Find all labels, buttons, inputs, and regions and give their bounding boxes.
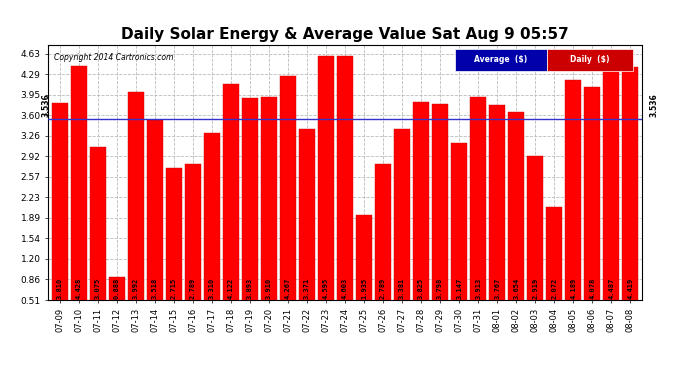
Text: 2.715: 2.715: [171, 278, 177, 299]
Bar: [394, 129, 410, 300]
Bar: [604, 63, 619, 300]
Text: 3.536: 3.536: [649, 93, 658, 117]
Text: Copyright 2014 Cartronics.com: Copyright 2014 Cartronics.com: [55, 53, 174, 62]
Text: 3.147: 3.147: [456, 278, 462, 299]
Bar: [71, 66, 86, 300]
Title: Daily Solar Energy & Average Value Sat Aug 9 05:57: Daily Solar Energy & Average Value Sat A…: [121, 27, 569, 42]
Bar: [622, 66, 638, 300]
Bar: [128, 92, 144, 300]
Bar: [261, 97, 277, 300]
Text: 3.893: 3.893: [247, 278, 253, 299]
Bar: [318, 56, 334, 300]
Text: 2.789: 2.789: [380, 278, 386, 299]
Text: 1.935: 1.935: [361, 278, 367, 299]
Bar: [433, 104, 448, 300]
Bar: [527, 156, 543, 300]
Text: 4.122: 4.122: [228, 278, 234, 299]
Bar: [52, 103, 68, 300]
Bar: [185, 164, 201, 300]
Bar: [413, 102, 429, 300]
Text: 4.267: 4.267: [285, 278, 291, 299]
Text: 3.910: 3.910: [266, 278, 272, 299]
Text: 4.603: 4.603: [342, 278, 348, 299]
Bar: [356, 215, 372, 300]
Text: 4.419: 4.419: [627, 278, 633, 299]
Text: 3.767: 3.767: [494, 278, 500, 299]
Text: Average  ($): Average ($): [475, 55, 528, 64]
Text: 4.078: 4.078: [589, 278, 595, 299]
Bar: [584, 87, 600, 300]
Bar: [280, 76, 296, 300]
Bar: [166, 168, 181, 300]
Text: 3.536: 3.536: [41, 93, 50, 117]
FancyBboxPatch shape: [546, 49, 633, 70]
Bar: [223, 84, 239, 300]
Bar: [471, 97, 486, 300]
Bar: [565, 80, 581, 300]
Text: 3.992: 3.992: [132, 278, 139, 299]
Text: 3.075: 3.075: [95, 278, 101, 299]
Bar: [546, 207, 562, 300]
Text: 4.487: 4.487: [609, 278, 614, 299]
Bar: [299, 129, 315, 300]
Text: 2.789: 2.789: [190, 278, 196, 299]
Text: 3.310: 3.310: [209, 278, 215, 299]
Text: 2.919: 2.919: [532, 278, 538, 299]
Text: 4.189: 4.189: [570, 278, 576, 299]
Text: 3.381: 3.381: [399, 278, 405, 299]
Text: 3.810: 3.810: [57, 278, 63, 299]
Text: 4.428: 4.428: [76, 278, 81, 299]
Bar: [204, 133, 219, 300]
Text: 3.825: 3.825: [418, 278, 424, 299]
Bar: [242, 98, 257, 300]
Text: 3.518: 3.518: [152, 278, 158, 299]
Bar: [375, 164, 391, 300]
Bar: [90, 147, 106, 300]
Bar: [509, 112, 524, 300]
Bar: [109, 278, 125, 300]
FancyBboxPatch shape: [455, 49, 546, 70]
Text: Daily  ($): Daily ($): [570, 55, 609, 64]
Bar: [489, 105, 505, 300]
Text: 3.654: 3.654: [513, 278, 519, 299]
Text: 3.798: 3.798: [437, 278, 443, 299]
Text: 0.888: 0.888: [114, 278, 120, 299]
Text: 2.072: 2.072: [551, 278, 558, 299]
Text: 3.913: 3.913: [475, 278, 481, 299]
Bar: [147, 120, 163, 300]
Text: 3.371: 3.371: [304, 278, 310, 299]
Bar: [337, 56, 353, 300]
Bar: [451, 142, 467, 300]
Text: 4.595: 4.595: [323, 278, 329, 299]
